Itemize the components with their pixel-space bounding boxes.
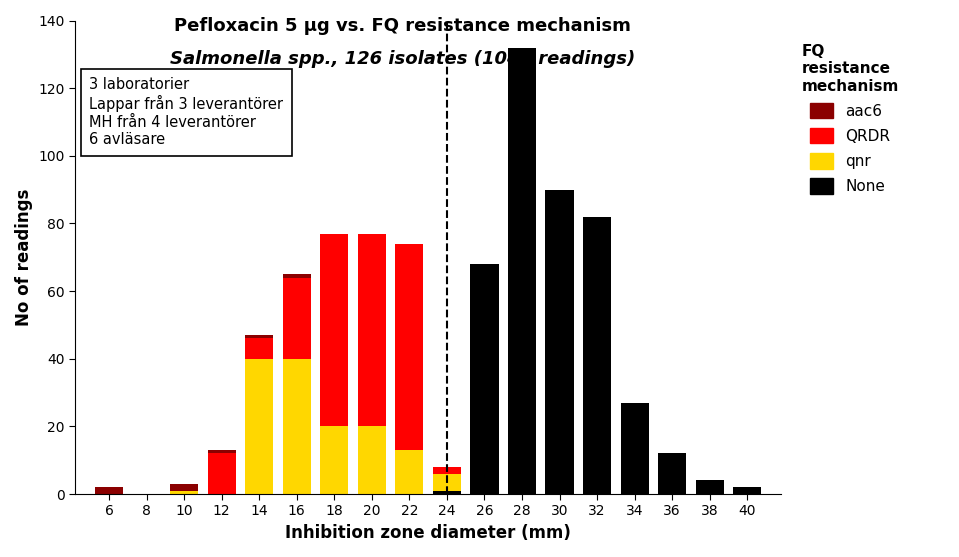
X-axis label: Inhibition zone diameter (mm): Inhibition zone diameter (mm) xyxy=(285,524,572,542)
Bar xyxy=(433,491,461,494)
Bar xyxy=(470,264,499,494)
Bar xyxy=(433,467,461,474)
Bar xyxy=(283,359,311,494)
Text: 3 laboratorier
Lappar från 3 leverantörer
MH från 4 leverantörer
6 avläsare: 3 laboratorier Lappar från 3 leverantöre… xyxy=(89,77,284,147)
Bar xyxy=(395,450,424,494)
Text: Salmonella spp., 126 isolates (1044 readings): Salmonella spp., 126 isolates (1044 read… xyxy=(170,50,636,68)
Bar xyxy=(695,481,724,494)
Bar xyxy=(395,244,424,450)
Bar xyxy=(546,189,573,494)
Bar xyxy=(170,491,199,494)
Bar xyxy=(620,403,648,494)
Bar xyxy=(358,233,386,426)
Bar xyxy=(208,453,236,494)
Bar xyxy=(658,453,687,494)
Bar xyxy=(733,487,761,494)
Bar xyxy=(508,47,536,494)
Bar xyxy=(246,359,273,494)
Bar xyxy=(170,484,199,491)
Bar xyxy=(583,217,611,494)
Bar xyxy=(208,450,236,453)
Bar xyxy=(320,426,348,494)
Text: Pefloxacin 5 μg vs. FQ resistance mechanism: Pefloxacin 5 μg vs. FQ resistance mechan… xyxy=(175,17,631,35)
Bar xyxy=(246,339,273,359)
Legend: aac6, QRDR, qnr, None: aac6, QRDR, qnr, None xyxy=(796,38,905,201)
Y-axis label: No of readings: No of readings xyxy=(15,189,33,326)
Bar xyxy=(358,426,386,494)
Bar xyxy=(283,274,311,277)
Bar xyxy=(433,474,461,491)
Bar xyxy=(246,335,273,339)
Bar xyxy=(283,277,311,359)
Bar xyxy=(95,487,123,494)
Bar xyxy=(320,233,348,426)
